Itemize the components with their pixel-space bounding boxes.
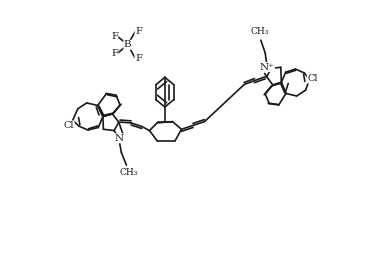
Text: B: B [124,40,132,49]
Text: F: F [135,54,142,63]
Text: Cl: Cl [64,121,74,130]
Text: F: F [135,27,142,36]
Text: N: N [114,134,123,143]
Text: CH₃: CH₃ [251,27,269,36]
Text: Cl: Cl [307,74,318,83]
Text: CH₃: CH₃ [119,168,138,177]
Text: N⁺: N⁺ [260,62,274,72]
Text: F: F [111,32,118,41]
Text: F: F [111,49,118,58]
